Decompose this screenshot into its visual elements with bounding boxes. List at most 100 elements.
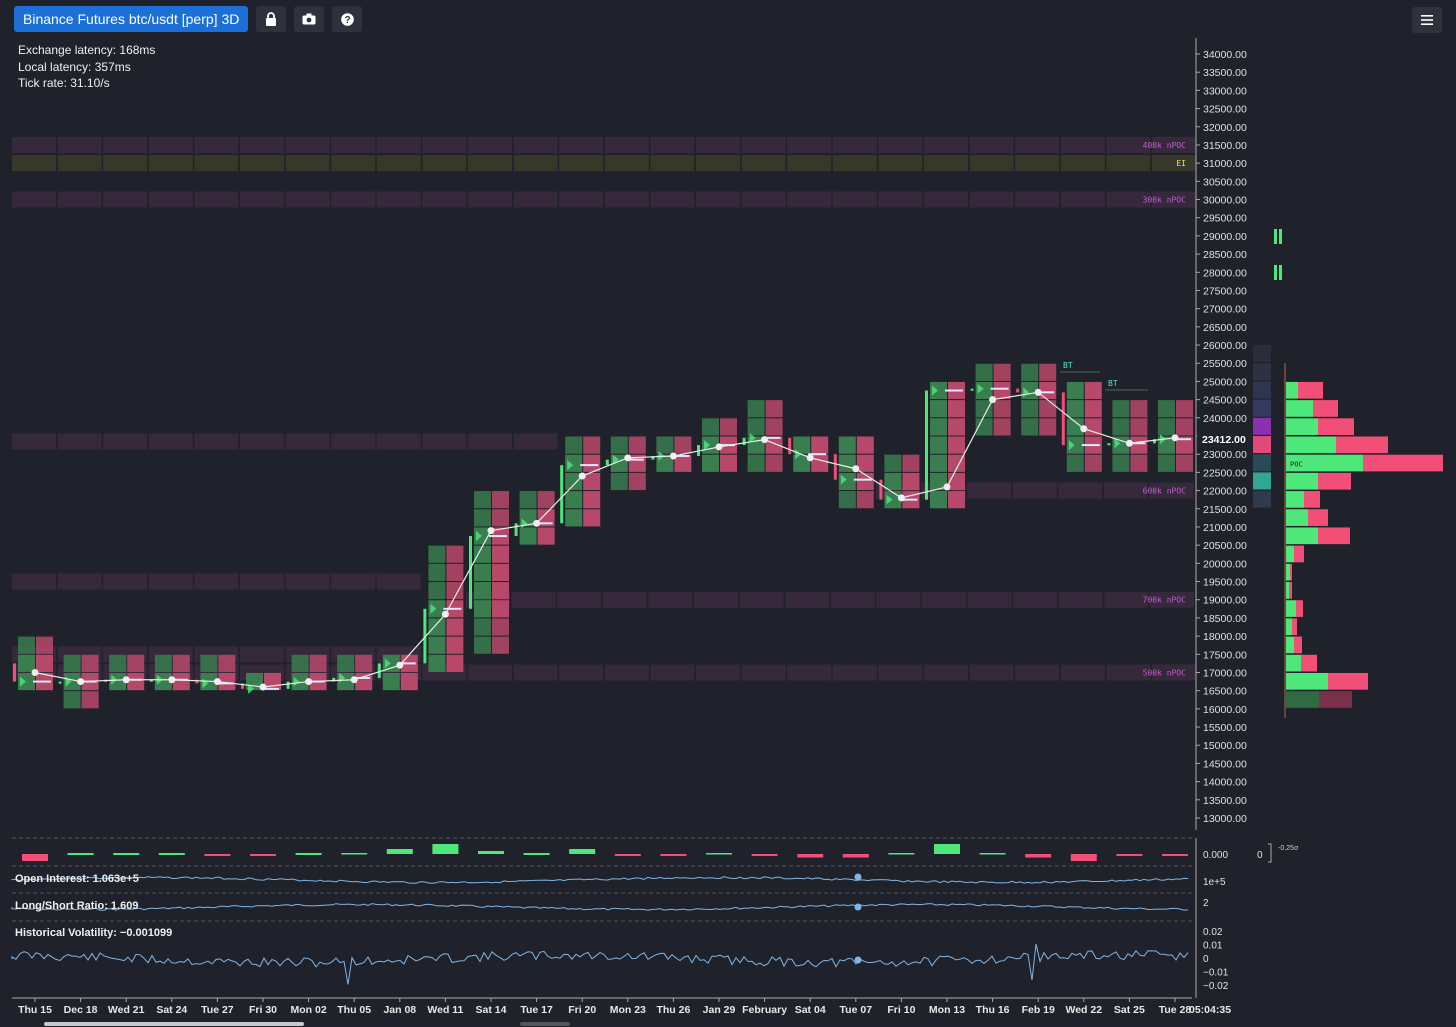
footprint-ask-cell — [36, 672, 53, 691]
level-band-cell — [240, 573, 284, 590]
candle — [1153, 400, 1193, 472]
close-marker — [580, 464, 599, 467]
footprint-ask-cell — [720, 418, 737, 436]
lock-button[interactable] — [256, 6, 287, 32]
poc-arrow-icon — [932, 385, 938, 396]
level-band-cell — [513, 664, 558, 681]
level-band-cell — [511, 591, 556, 608]
time-scrollbar[interactable] — [44, 1022, 304, 1026]
delta-bar — [432, 844, 459, 854]
price-tick-label: 32000.00 — [1203, 122, 1247, 134]
instrument-title-button[interactable]: Binance Futures btc/usdt [perp] 3D — [14, 6, 249, 32]
close-marker — [1036, 391, 1055, 394]
time-scrollbar-thumb[interactable] — [520, 1022, 570, 1026]
footprint-ask-cell — [856, 491, 874, 509]
help-button[interactable]: ? — [332, 6, 363, 32]
heat-cell — [1253, 345, 1271, 363]
footprint-bid-cell — [747, 454, 765, 472]
signal-bar — [1279, 265, 1282, 280]
profile-sell-bar — [1298, 381, 1323, 399]
price-tick-label: 27000.00 — [1203, 304, 1247, 316]
heat-cell — [1253, 381, 1271, 399]
candle — [149, 654, 190, 691]
close-marker — [1081, 444, 1100, 447]
footprint-bid-cell — [838, 436, 856, 454]
level-band-cell — [696, 155, 740, 172]
poc-arrow-icon — [658, 451, 665, 462]
candle-body-bar — [1061, 392, 1065, 446]
level-band-cell — [194, 136, 239, 153]
footprint-bid-cell — [975, 418, 993, 436]
level-band-cell — [148, 191, 193, 208]
volume-profile: POC — [1284, 363, 1443, 718]
poc-arrow-icon — [111, 674, 118, 685]
footprint-ask-cell — [537, 509, 555, 527]
level-band-cell — [921, 482, 966, 499]
level-band-cell — [422, 664, 467, 681]
level-band-cell — [1060, 136, 1105, 153]
delta-bar — [113, 853, 140, 855]
bt-marker: BT — [1063, 361, 1073, 370]
level-band-cell — [604, 191, 649, 208]
level-band-cell — [1152, 136, 1196, 153]
profile-sell-bar — [1313, 400, 1338, 417]
footprint-bid-cell — [519, 491, 537, 509]
footprint-bid-cell — [382, 654, 400, 672]
price-tick-label: 23000.00 — [1203, 449, 1247, 461]
level-band-cell — [969, 155, 1014, 172]
candle — [970, 363, 1011, 436]
price-tick-label: 19500.00 — [1203, 577, 1247, 589]
screenshot-button[interactable] — [294, 6, 325, 32]
profile-sell-bar — [1294, 636, 1302, 654]
time-tick-label: Wed 21 — [108, 1004, 145, 1016]
profile-buy-bar — [1286, 618, 1292, 636]
price-tick-label: 14000.00 — [1203, 777, 1247, 789]
level-band-cell — [1015, 155, 1060, 172]
level-band-cell — [787, 191, 832, 208]
candle — [651, 436, 692, 472]
footprint-bid-cell — [975, 363, 993, 381]
price-tick-label: 24500.00 — [1203, 395, 1247, 407]
price-tick-label: 30000.00 — [1203, 195, 1247, 207]
footprint-bid-cell — [930, 381, 947, 400]
price-point — [350, 676, 358, 684]
footprint-bid-cell — [109, 672, 127, 691]
level-band-cell — [832, 664, 877, 681]
candle-body-bar — [879, 479, 883, 500]
price-tick-label: 16000.00 — [1203, 704, 1247, 716]
footprint-bid-cell — [1158, 418, 1175, 436]
footprint-bid-cell — [519, 509, 537, 527]
candle-body-bar — [605, 459, 609, 466]
menu-button[interactable] — [1412, 7, 1442, 33]
vol-axis-label: 0.01 — [1203, 941, 1223, 952]
level-band-cell — [240, 155, 284, 172]
level-band-cell — [876, 482, 920, 499]
level-band-cell — [1106, 155, 1151, 172]
profile-sell-bar — [1363, 454, 1443, 472]
footprint-bid-cell — [1112, 454, 1130, 472]
profile-buy-bar — [1286, 527, 1318, 545]
profile-buy-bar — [1286, 672, 1328, 690]
footprint-bid-cell — [702, 436, 719, 454]
footprint-bid-cell — [565, 436, 583, 454]
profile-buy-bar — [1286, 563, 1290, 581]
level-band-cell — [285, 573, 330, 590]
price-tick-label: 29500.00 — [1203, 213, 1247, 225]
footprint-ask-cell — [993, 381, 1011, 400]
level-band-cell — [57, 191, 102, 208]
level-label: 300k nPOC — [1143, 196, 1187, 205]
price-tick-label: 20500.00 — [1203, 540, 1247, 552]
footprint-ask-cell — [856, 436, 874, 454]
profile-buy-bar — [1286, 472, 1318, 490]
footprint-bid-cell — [337, 654, 355, 672]
level-band-cell — [969, 191, 1014, 208]
candle — [104, 654, 145, 691]
footprint-bid-cell — [1021, 418, 1039, 436]
level-band-cell — [240, 664, 284, 681]
poc-arrow-icon — [20, 676, 26, 687]
footprint-ask-cell — [309, 654, 327, 672]
delta-bar — [979, 853, 1006, 855]
tick-rate: Tick rate: 31.10/s — [18, 76, 110, 90]
level-band-cell — [194, 646, 239, 663]
